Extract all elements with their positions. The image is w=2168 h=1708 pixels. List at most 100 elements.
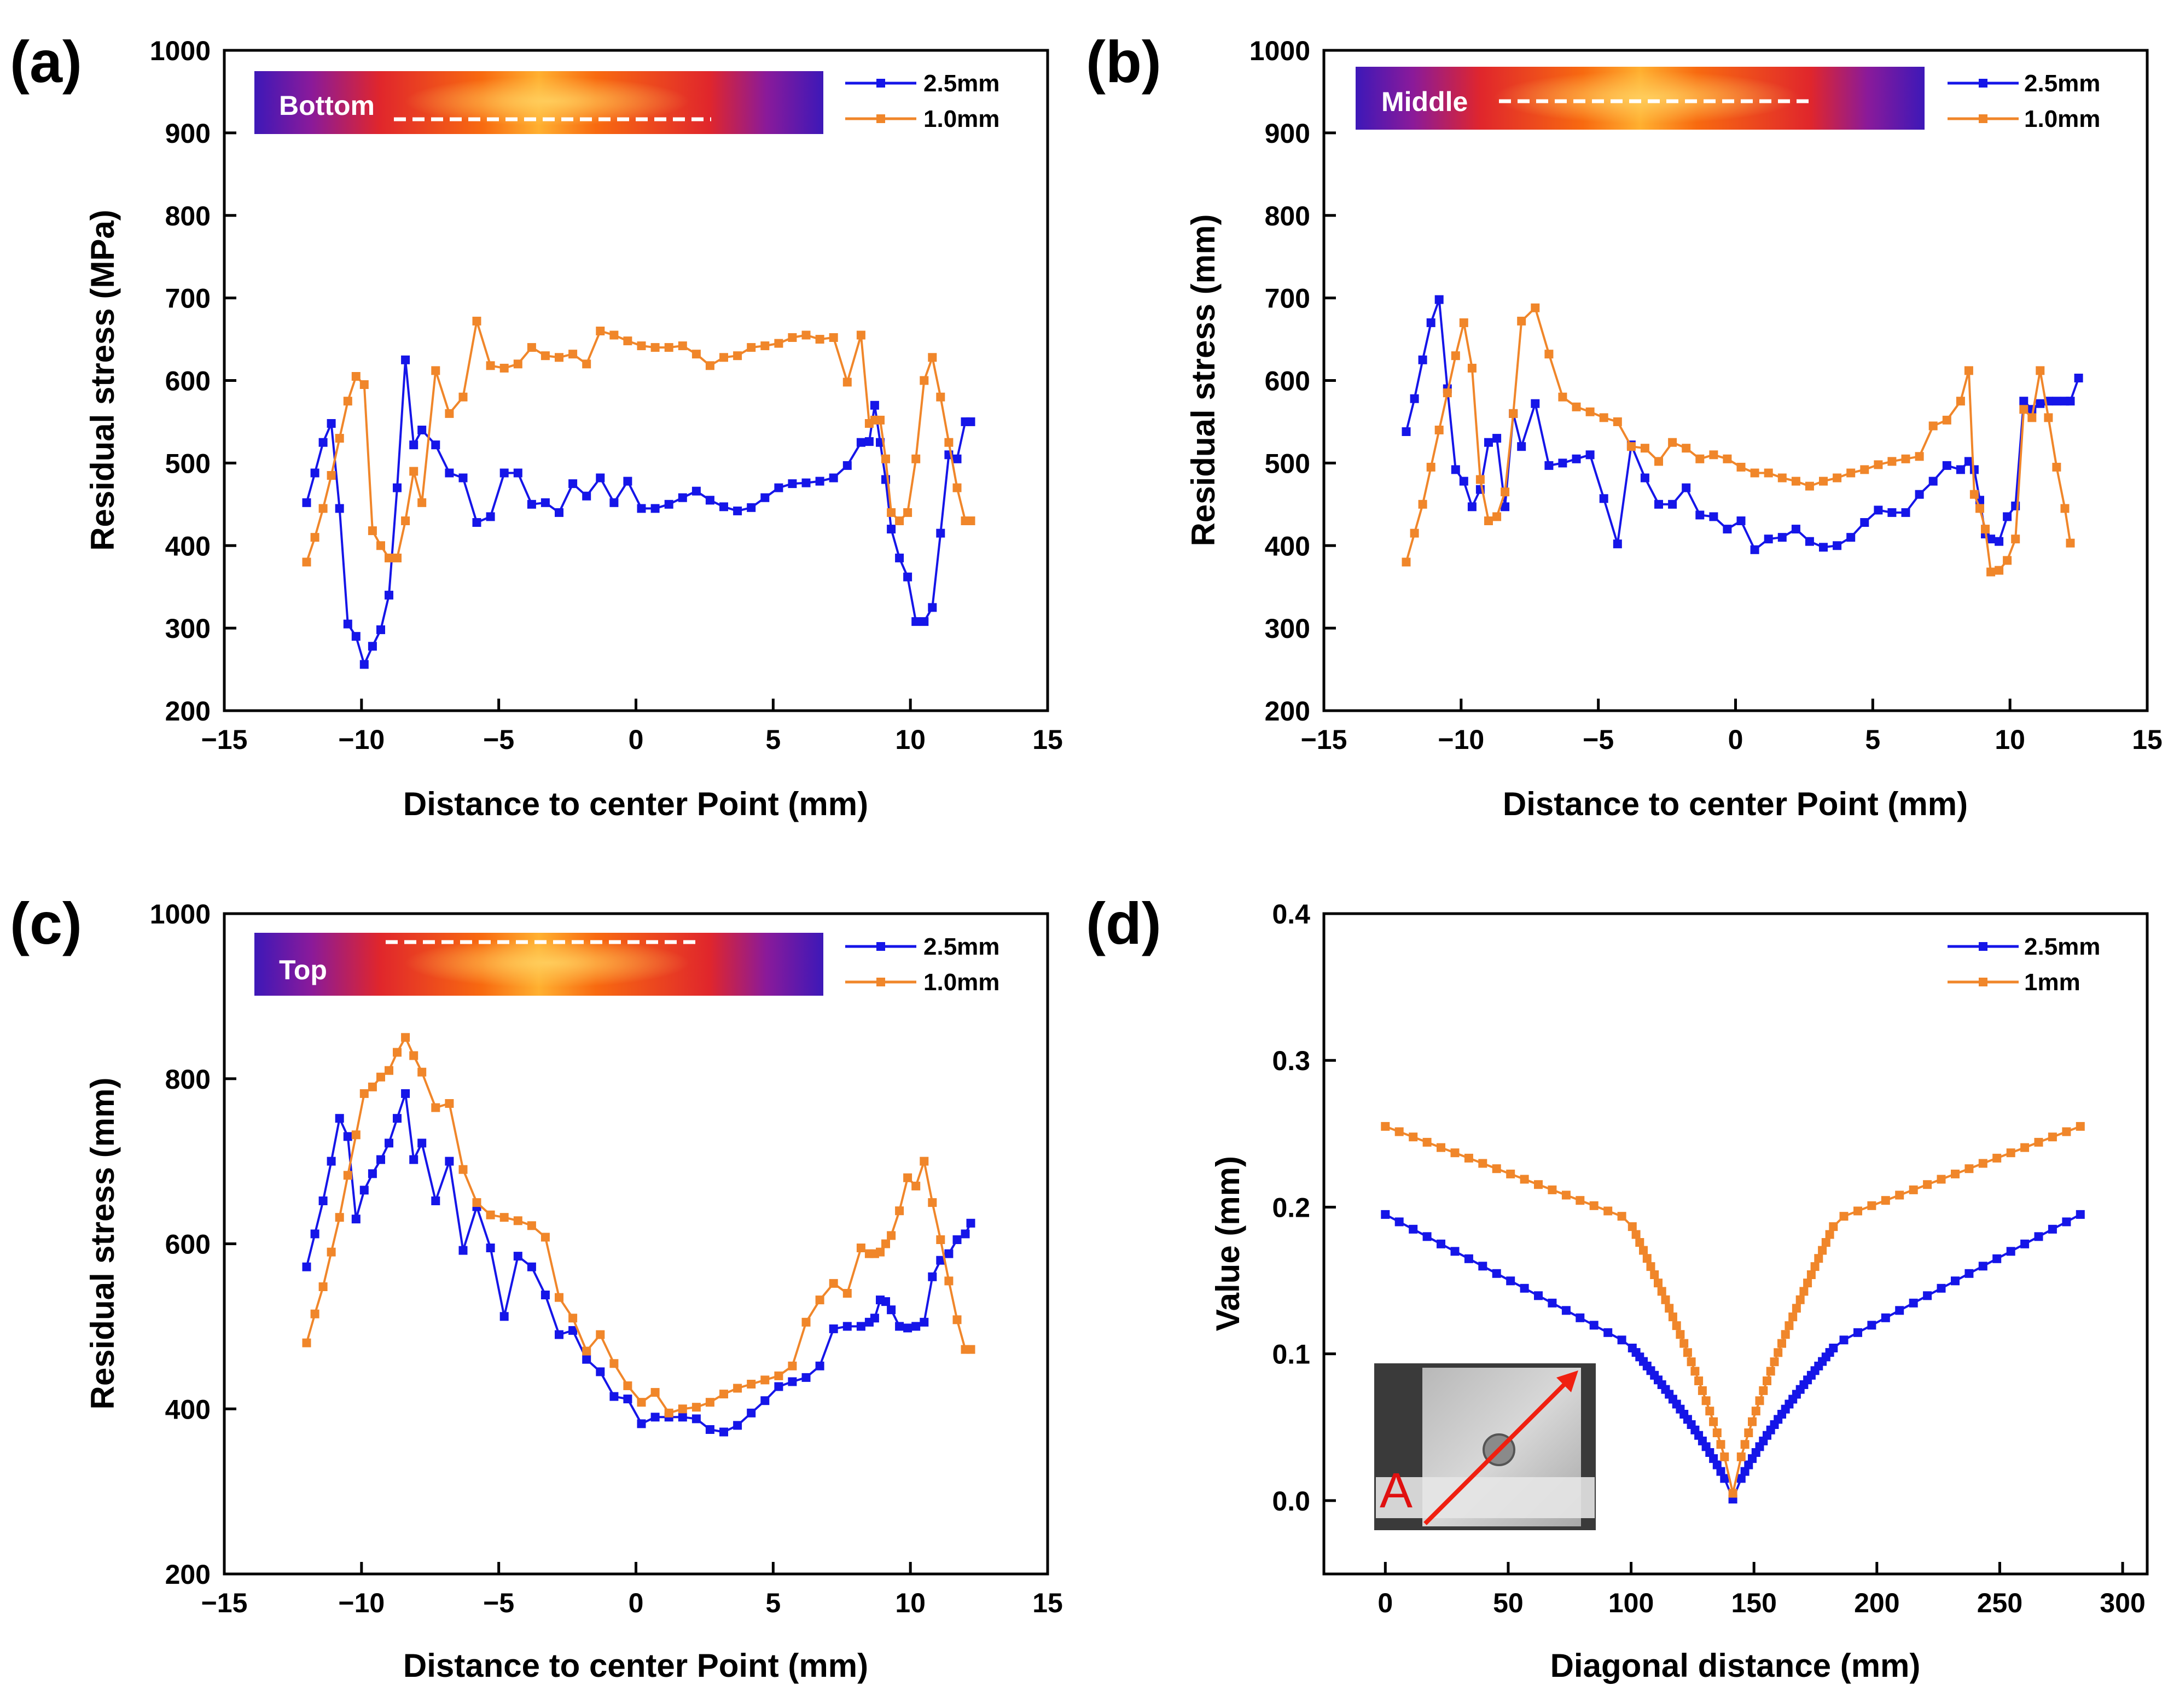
panel-a-data-point-1.0mm bbox=[385, 553, 393, 562]
panel-b-data-point-2.5mm bbox=[1640, 473, 1649, 483]
panel-c-data-point-1.0mm bbox=[458, 1165, 468, 1174]
panel-c-data-point-1.0mm bbox=[623, 1381, 632, 1390]
panel-b-data-point-2.5mm bbox=[1833, 541, 1842, 550]
panel-d-x-tick-label: 150 bbox=[1731, 1588, 1776, 1618]
panel-d-data-point-2.5mm bbox=[1992, 1254, 2002, 1263]
panel-b-data-point-2.5mm bbox=[1434, 295, 1444, 304]
panel-b-data-point-1.0mm bbox=[1544, 350, 1554, 359]
panel-d-x-axis-title: Diagonal distance (mm) bbox=[1550, 1647, 1921, 1684]
panel-a-data-point-2.5mm bbox=[678, 493, 687, 502]
panel-b-data-point-1.0mm bbox=[1517, 316, 1526, 326]
panel-c-data-point-1.0mm bbox=[774, 1371, 783, 1380]
panel-d-data-point-1mm bbox=[1814, 1254, 1823, 1263]
panel-d-data-point-2.5mm bbox=[2076, 1210, 2085, 1219]
panel-c-data-point-1.0mm bbox=[401, 1033, 410, 1042]
panel-d-data-point-1mm bbox=[1639, 1246, 1648, 1255]
panel-d-x-tick-label: 300 bbox=[2100, 1588, 2145, 1618]
panel-c-data-point-1.0mm bbox=[376, 1072, 385, 1082]
panel-a-plot-layer bbox=[302, 316, 975, 669]
panel-c-data-point-2.5mm bbox=[842, 1322, 852, 1331]
panel-d-data-point-1mm bbox=[1712, 1428, 1722, 1437]
panel-b-legend-label-1.0mm: 1.0mm bbox=[2024, 106, 2100, 132]
panel-a-x-tick-label: −5 bbox=[483, 724, 514, 755]
panel-b-y-tick-label: 900 bbox=[1265, 118, 1310, 149]
panel-a-data-point-2.5mm bbox=[664, 499, 673, 509]
panel-a-data-point-1.0mm bbox=[409, 467, 419, 476]
panel-a-data-point-1.0mm bbox=[368, 526, 377, 536]
panel-a-legend: 2.5mm 1.0mm bbox=[845, 70, 999, 132]
panel-c-data-point-1.0mm bbox=[815, 1295, 824, 1305]
panel-c-data-point-1.0mm bbox=[637, 1398, 646, 1407]
panel-d-data-point-1mm bbox=[1603, 1206, 1613, 1216]
panel-c-data-point-2.5mm bbox=[486, 1244, 495, 1252]
panel-c-y-tick-label: 400 bbox=[165, 1394, 211, 1425]
panel-b-y-tick-label: 200 bbox=[1265, 696, 1310, 727]
panel-d-data-point-2.5mm bbox=[1716, 1467, 1725, 1476]
panel-c-data-point-1.0mm bbox=[887, 1231, 896, 1240]
panel-b-x-axis-title: Distance to center Point (mm) bbox=[1503, 786, 1968, 822]
panel-a-data-point-2.5mm bbox=[829, 473, 838, 483]
panel-b-data-point-2.5mm bbox=[1668, 499, 1677, 509]
panel-b-data-point-2.5mm bbox=[2052, 397, 2061, 406]
panel-a-data-point-2.5mm bbox=[582, 491, 591, 501]
panel-d-data-point-1mm bbox=[1788, 1312, 1798, 1322]
panel-b-data-point-2.5mm bbox=[1613, 539, 1622, 549]
panel-d-legend-label-1mm: 1mm bbox=[2024, 969, 2080, 996]
panel-b-legend-marker-1.0mm bbox=[1979, 114, 1987, 123]
panel-d-y-tick-label: 0.1 bbox=[1272, 1339, 1310, 1370]
panel-b-data-point-2.5mm bbox=[1467, 502, 1477, 512]
panel-a-data-point-1.0mm bbox=[458, 392, 468, 402]
panel-a-data-point-1.0mm bbox=[788, 333, 797, 342]
panel-b-data-point-1.0mm bbox=[1995, 566, 2004, 575]
panel-d-data-point-1mm bbox=[1646, 1262, 1655, 1271]
panel-a-legend-label-1.0mm: 1.0mm bbox=[923, 106, 999, 132]
panel-b-data-point-1.0mm bbox=[2044, 413, 2053, 422]
panel-c-legend-label-1.0mm: 1.0mm bbox=[923, 969, 999, 996]
panel-b-data-point-2.5mm bbox=[1986, 535, 1996, 544]
panel-b-data-point-1.0mm bbox=[1501, 487, 1510, 497]
panel-b-data-point-1.0mm bbox=[1887, 457, 1897, 466]
panel-b-label: (b) bbox=[1086, 28, 1161, 95]
panel-d-data-point-1mm bbox=[1672, 1321, 1681, 1331]
panel-d-data-point-2.5mm bbox=[1492, 1269, 1501, 1278]
panel-b-data-point-2.5mm bbox=[2003, 512, 2012, 521]
panel-a-data-point-2.5mm bbox=[310, 468, 319, 478]
panel-a-data-point-2.5mm bbox=[409, 440, 419, 450]
panel-b-data-point-1.0mm bbox=[1558, 392, 1567, 402]
panel-a-data-point-1.0mm bbox=[417, 498, 427, 507]
panel-d: (d) A 0 50 100 150 200 250 3000.00.10.20.30.4 … bbox=[1086, 890, 2149, 1684]
panel-c-data-point-2.5mm bbox=[431, 1196, 440, 1205]
panel-c-data-point-1.0mm bbox=[486, 1210, 495, 1219]
panel-b-data-point-1.0mm bbox=[1874, 460, 1883, 469]
panel-d-data-point-1mm bbox=[1690, 1367, 1700, 1376]
panel-a-y-axis-title: Residual stress (MPa) bbox=[84, 210, 121, 551]
panel-a-data-point-1.0mm bbox=[359, 380, 369, 389]
panel-d-data-point-1mm bbox=[1867, 1201, 1876, 1210]
panel-a-data-point-2.5mm bbox=[733, 506, 742, 515]
panel-d-data-point-2.5mm bbox=[1394, 1217, 1404, 1227]
panel-c-y-axis-title: Residual stress (mm) bbox=[84, 1078, 121, 1410]
panel-d-data-point-1mm bbox=[1679, 1339, 1689, 1348]
panel-d-data-point-1mm bbox=[1676, 1330, 1685, 1339]
panel-c-y-tick-label: 1000 bbox=[150, 899, 211, 929]
panel-d-data-point-1mm bbox=[1810, 1262, 1820, 1271]
panel-b-data-point-1.0mm bbox=[1509, 409, 1518, 418]
panel-d-data-point-1mm bbox=[2034, 1137, 2043, 1147]
panel-c-data-point-2.5mm bbox=[966, 1218, 975, 1228]
panel-b-data-point-2.5mm bbox=[1750, 545, 1759, 554]
panel-c-data-point-1.0mm bbox=[678, 1404, 687, 1414]
panel-c-data-point-1.0mm bbox=[705, 1398, 714, 1407]
panel-d-data-point-1mm bbox=[1881, 1196, 1890, 1205]
panel-c-data-point-1.0mm bbox=[385, 1066, 393, 1075]
panel-a-data-point-1.0mm bbox=[351, 372, 361, 381]
panel-d-x-tick-label: 250 bbox=[1977, 1588, 2022, 1618]
panel-d-data-point-1mm bbox=[1821, 1238, 1830, 1247]
panel-a-data-point-2.5mm bbox=[895, 553, 904, 562]
panel-b-data-point-1.0mm bbox=[2003, 556, 2012, 565]
panel-c-data-point-1.0mm bbox=[582, 1346, 591, 1356]
panel-a-data-point-1.0mm bbox=[895, 516, 904, 525]
panel-d-data-point-2.5mm bbox=[1881, 1313, 1890, 1322]
panel-d-data-point-1mm bbox=[1478, 1159, 1487, 1168]
panel-a-data-point-2.5mm bbox=[540, 498, 550, 507]
panel-d-data-point-1mm bbox=[1422, 1137, 1432, 1147]
